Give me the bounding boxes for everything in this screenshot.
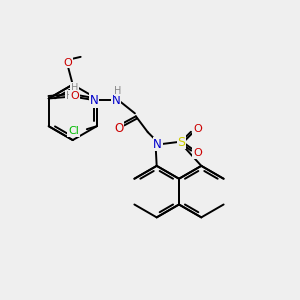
Text: H: H xyxy=(114,85,122,96)
Text: H: H xyxy=(66,91,73,100)
Text: N: N xyxy=(153,138,162,151)
Text: N: N xyxy=(90,94,99,107)
Text: O: O xyxy=(193,148,202,158)
Text: N: N xyxy=(153,138,162,151)
Text: O: O xyxy=(114,122,124,135)
Text: O: O xyxy=(63,58,72,68)
Text: S: S xyxy=(178,136,185,148)
Text: S: S xyxy=(178,136,185,148)
Text: N: N xyxy=(112,94,120,107)
Text: O: O xyxy=(193,124,202,134)
Text: H: H xyxy=(114,85,122,96)
Text: O: O xyxy=(63,58,72,68)
Text: O: O xyxy=(70,91,79,100)
Text: O: O xyxy=(70,91,79,100)
Text: O: O xyxy=(114,122,124,135)
Text: H: H xyxy=(71,82,78,93)
Text: N: N xyxy=(112,94,120,107)
Text: H: H xyxy=(71,82,78,93)
Text: N: N xyxy=(90,94,99,107)
Text: H: H xyxy=(66,91,73,100)
Text: Cl: Cl xyxy=(68,126,79,136)
Text: Cl: Cl xyxy=(68,126,79,136)
Text: O: O xyxy=(193,124,202,134)
Text: O: O xyxy=(193,148,202,158)
